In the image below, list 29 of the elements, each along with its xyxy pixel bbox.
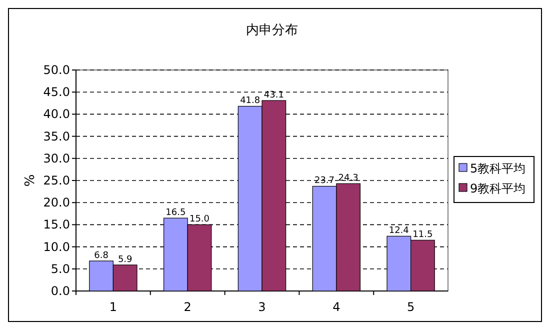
legend-label: 9教科平均 xyxy=(470,182,526,196)
x-tick-label: 4 xyxy=(332,300,340,314)
y-axis-title: % xyxy=(23,174,38,187)
y-tick-label: 15.0 xyxy=(43,218,70,232)
chart-title: 内申分布 xyxy=(246,23,298,38)
data-label: 23.7 xyxy=(314,176,335,186)
y-tick-label: 10.0 xyxy=(43,240,70,254)
legend-label: 5教科平均 xyxy=(470,162,526,176)
data-label: 11.5 xyxy=(412,230,433,240)
data-label: 12.4 xyxy=(388,226,410,236)
x-tick-label: 1 xyxy=(109,300,118,314)
y-tick-label: 35.0 xyxy=(43,129,70,144)
data-label: 15.0 xyxy=(189,214,210,225)
y-tick-label: 5.0 xyxy=(50,262,70,276)
data-label: 41.8 xyxy=(240,96,260,106)
x-tick-label: 5 xyxy=(406,300,415,314)
data-label: 16.5 xyxy=(166,208,186,218)
x-tick-label: 3 xyxy=(258,300,266,314)
data-label: 24.3 xyxy=(338,174,358,184)
y-tick-label: 25.0 xyxy=(43,174,70,188)
y-tick-label: 40.0 xyxy=(43,107,70,122)
y-tick-label: 30.0 xyxy=(43,151,70,166)
y-tick-label: 20.0 xyxy=(43,196,70,210)
y-tick-label: 0.0 xyxy=(50,284,70,298)
y-tick-label: 45.0 xyxy=(43,85,70,100)
data-label: 6.8 xyxy=(94,250,109,261)
x-tick-label: 2 xyxy=(184,300,192,314)
y-tick-label: 50.0 xyxy=(43,63,70,77)
data-label: 5.9 xyxy=(118,254,133,265)
